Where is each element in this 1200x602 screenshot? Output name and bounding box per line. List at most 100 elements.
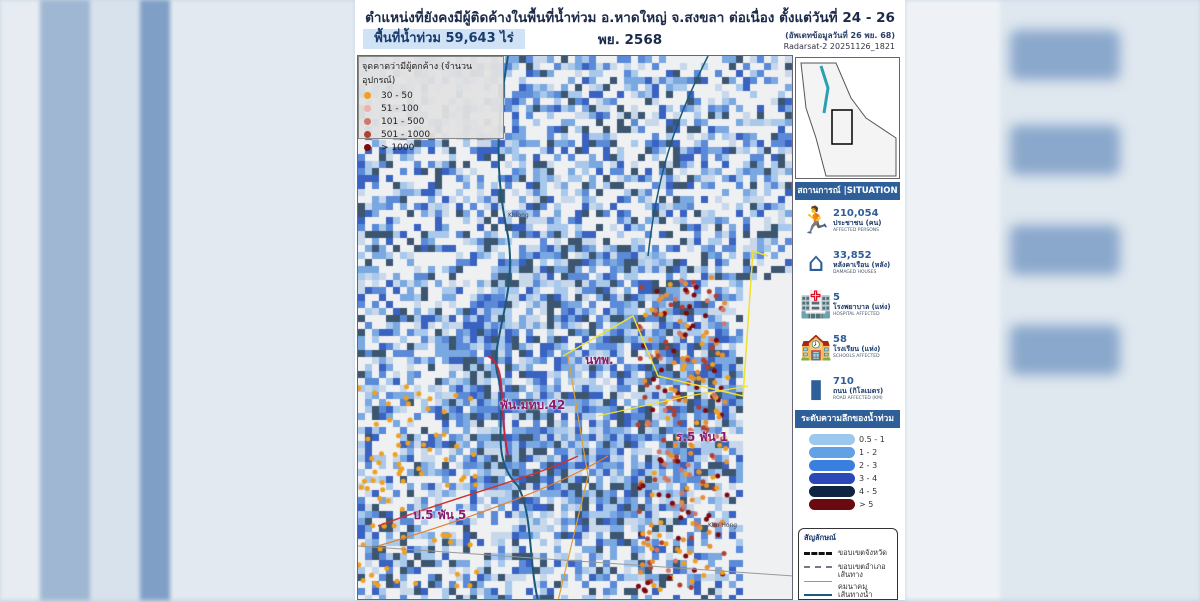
flood-raster xyxy=(358,56,792,599)
data-source: Radarsat-2 20251126_1821 xyxy=(783,42,895,51)
depth-item: 2 - 3 xyxy=(809,459,900,472)
place-khlong: Khlong xyxy=(508,212,529,219)
road xyxy=(377,455,609,547)
blurred-background-right xyxy=(905,0,1200,600)
depth-label: 0.5 - 1 xyxy=(859,435,885,444)
stat-value: 710 xyxy=(833,376,854,387)
symbols-legend: สัญลักษณ์ ขอบเขตจังหวัด ขอบเขตอำเภอ เส้นทา… xyxy=(798,528,898,600)
blurred-background-left xyxy=(0,0,355,600)
situation-stat: 🏃 210,054 ประชาชน (คน) AFFECTED PERSONS xyxy=(795,200,900,242)
depth-swatch xyxy=(809,473,855,484)
depth-item: 3 - 4 xyxy=(809,472,900,485)
legend-item: 101 - 500 xyxy=(362,115,500,128)
district-boundary xyxy=(557,355,589,599)
situation-header: สถานการณ์ |SITUATION xyxy=(795,182,900,200)
depth-swatch xyxy=(809,447,855,458)
legend-title: จุดคาดว่ามีผู้ตกค้าง (จำนวนอุปกรณ์) xyxy=(362,62,473,86)
legend-label: 30 - 50 xyxy=(381,90,413,101)
flood-map[interactable]: จุดคาดว่ามีผู้ตกค้าง (จำนวนอุปกรณ์) 30 -… xyxy=(357,55,793,600)
flood-area-badge: พื้นที่น้ำท่วม 59,643 ไร่ xyxy=(363,29,525,49)
running-person-icon: 🏃 xyxy=(799,206,833,236)
line-symbol-icon xyxy=(804,580,832,582)
stat-label: โรงเรียน (แห่ง) xyxy=(833,345,881,353)
blurred-block xyxy=(1010,325,1120,375)
province-outline xyxy=(800,62,897,177)
stat-label-en: SCHOOLS AFFECTED xyxy=(833,354,880,359)
stat-label: หลังคาเรือน (หลัง) xyxy=(833,261,891,269)
depth-label: 3 - 4 xyxy=(859,474,878,483)
river xyxy=(494,56,539,599)
road xyxy=(377,455,579,527)
damaged-house-icon: ⌂ xyxy=(807,248,825,278)
symbol-label: ขอบเขตจังหวัด xyxy=(838,548,888,557)
legend-dot-icon xyxy=(364,131,371,138)
symbol-label: เส้นทางคมนาคม xyxy=(837,570,868,591)
map-lines xyxy=(358,56,792,599)
legend-dot-icon xyxy=(364,118,371,125)
symbol-item: เส้นทางคมนาคม xyxy=(804,570,892,591)
depth-item: 4 - 5 xyxy=(809,485,900,498)
blurred-block xyxy=(1010,125,1120,175)
legend-label: 501 - 1000 xyxy=(381,129,431,140)
legend-item: 30 - 50 xyxy=(362,89,500,102)
depth-swatch xyxy=(809,460,855,471)
depth-swatch xyxy=(809,499,855,510)
poster-title: ตำแหน่งที่ยังคงมีผู้ติดค้างในพื้นที่น้ำท… xyxy=(365,10,895,48)
legend-item: 501 - 1000 xyxy=(362,128,500,141)
symbol-item: ขอบเขตจังหวัด xyxy=(804,546,892,560)
legend-label: 51 - 100 xyxy=(381,103,419,114)
place-khohong: Kho Hong xyxy=(708,522,738,529)
stat-value: 33,852 xyxy=(833,250,872,261)
road-icon: ▮ xyxy=(808,374,824,404)
line-symbol-icon xyxy=(804,551,832,555)
depth-header: ระดับความลึกของน้ำท่วม (ม.) xyxy=(795,410,900,442)
depth-swatch xyxy=(809,434,855,445)
road xyxy=(358,545,792,577)
school-icon: 🏫 xyxy=(799,332,833,362)
stat-label: ประชาชน (คน) xyxy=(833,219,882,227)
stat-label-en: DAMAGED HOUSES xyxy=(833,270,877,275)
symbols-title: สัญลักษณ์ xyxy=(804,533,837,542)
legend-label: > 1000 xyxy=(381,142,415,153)
symbol-label: ขอบเขตอำเภอ xyxy=(838,562,886,571)
district-boundary xyxy=(487,355,509,457)
stat-label-en: HOSPITAL AFFECTED xyxy=(833,312,880,317)
stat-label-en: ROAD AFFECTED (KM) xyxy=(833,396,883,401)
symbol-label: เส้นทางน้ำ xyxy=(838,590,873,599)
stat-value: 5 xyxy=(833,292,840,303)
line-symbol-icon xyxy=(804,566,832,568)
legend-label: 101 - 500 xyxy=(381,116,425,127)
depth-item: 0.5 - 1 xyxy=(809,433,900,446)
stat-value: 58 xyxy=(833,334,847,345)
situation-stat: ⌂ 33,852 หลังคาเรือน (หลัง) DAMAGED HOUSES xyxy=(795,242,900,284)
stat-label-en: AFFECTED PERSONS xyxy=(833,228,880,233)
legend-dot-icon xyxy=(364,92,371,99)
river xyxy=(647,56,709,257)
district-boundary xyxy=(597,385,749,417)
label-r5: ร.5 พัน 1 xyxy=(676,430,729,444)
flood-map-poster: ตำแหน่งที่ยังคงมีผู้ติดค้างในพื้นที่น้ำท… xyxy=(355,0,905,600)
situation-stat: 🏥 5 โรงพยาบาล (แห่ง) HOSPITAL AFFECTED xyxy=(795,284,900,326)
stranded-legend: จุดคาดว่ามีผู้ตกค้าง (จำนวนอุปกรณ์) 30 -… xyxy=(358,56,504,153)
situation-stat: 🏫 58 โรงเรียน (แห่ง) SCHOOLS AFFECTED xyxy=(795,326,900,368)
symbol-item: ขอบเขตอำเภอ xyxy=(804,560,892,574)
legend-dot-icon xyxy=(364,105,371,112)
blurred-block xyxy=(1010,30,1120,80)
stat-label: ถนน (กิโลเมตร) xyxy=(833,387,884,395)
stat-label: โรงพยาบาล (แห่ง) xyxy=(833,303,891,311)
legend-item: > 1000 xyxy=(362,141,500,154)
depth-swatch xyxy=(809,486,855,497)
inset-extent-box xyxy=(831,109,853,145)
depth-item: 1 - 2 xyxy=(809,446,900,459)
depth-label: 4 - 5 xyxy=(859,487,878,496)
line-symbol-icon xyxy=(804,594,832,596)
stat-value: 210,054 xyxy=(833,208,879,219)
label-p5: ป.5 พัน 5 xyxy=(413,508,467,522)
locator-inset-map xyxy=(795,57,900,179)
depth-item: > 5 xyxy=(809,498,900,511)
label-mtb42: พัน.มทบ.42 xyxy=(500,398,566,412)
depth-label: > 5 xyxy=(859,500,874,509)
legend-dot-icon xyxy=(364,144,371,151)
situation-panel: สถานการณ์ |SITUATION 🏃 210,054 ประชาชน (คน… xyxy=(795,182,900,511)
depth-label: 2 - 3 xyxy=(859,461,878,470)
